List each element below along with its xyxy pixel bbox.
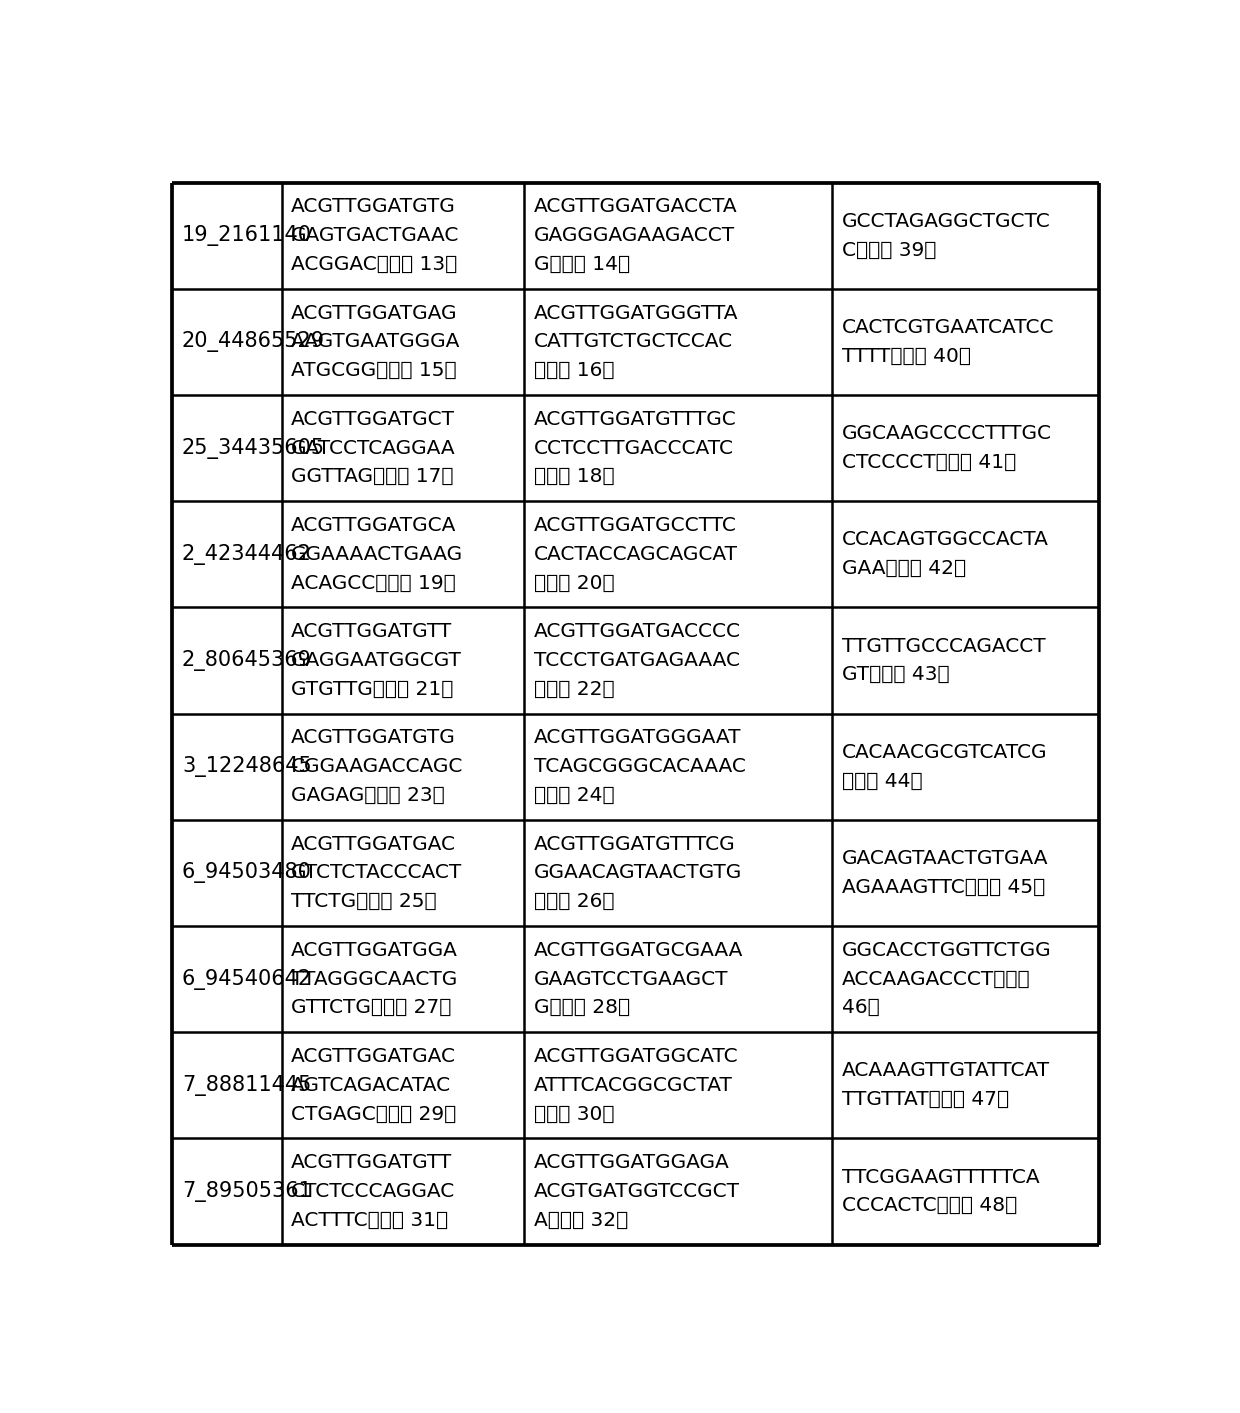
Text: ACGTTGGATGAG
AAGTGAATGGGA
ATGCGG（序列 15）: ACGTTGGATGAG AAGTGAATGGGA ATGCGG（序列 15） — [291, 304, 460, 380]
Text: GGCAAGCCCCTTTGC
CTCCCCT（序列 41）: GGCAAGCCCCTTTGC CTCCCCT（序列 41） — [842, 424, 1052, 472]
Text: ACGTTGGATGTTTGC
CCTCCTTGACCCATC
（序列 18）: ACGTTGGATGTTTGC CCTCCTTGACCCATC （序列 18） — [534, 410, 737, 486]
Text: 3_12248645: 3_12248645 — [182, 756, 311, 777]
Text: ACGTTGGATGCGAAA
GAAGTCCTGAAGCT
G（序列 28）: ACGTTGGATGCGAAA GAAGTCCTGAAGCT G（序列 28） — [534, 941, 743, 1017]
Text: ACGTTGGATGGA
TTAGGGCAACTG
GTTCTG（序列 27）: ACGTTGGATGGA TTAGGGCAACTG GTTCTG（序列 27） — [291, 941, 458, 1017]
Text: GACAGTAACTGTGAA
AGAAAGTTC（序列 45）: GACAGTAACTGTGAA AGAAAGTTC（序列 45） — [842, 849, 1048, 897]
Text: ACGTTGGATGGAGA
ACGTGATGGTCCGCT
A（序列 32）: ACGTTGGATGGAGA ACGTGATGGTCCGCT A（序列 32） — [534, 1153, 740, 1229]
Text: ACGTTGGATGAC
GTCTCTACCCACT
TTCTG（序列 25）: ACGTTGGATGAC GTCTCTACCCACT TTCTG（序列 25） — [291, 835, 463, 911]
Text: GGCACCTGGTTCTGG
ACCAAGACCCT（序列
46）: GGCACCTGGTTCTGG ACCAAGACCCT（序列 46） — [842, 941, 1052, 1017]
Text: 25_34435605: 25_34435605 — [182, 438, 325, 459]
Text: 7_88811445: 7_88811445 — [182, 1075, 311, 1095]
Text: CCACAGTGGCCACTA
GAA（序列 42）: CCACAGTGGCCACTA GAA（序列 42） — [842, 530, 1048, 578]
Text: 19_2161140: 19_2161140 — [182, 225, 312, 246]
Text: ACGTTGGATGCA
GGAAAACTGAAG
ACAGCC（序列 19）: ACGTTGGATGCA GGAAAACTGAAG ACAGCC（序列 19） — [291, 516, 464, 592]
Text: 6_94540642: 6_94540642 — [182, 968, 312, 989]
Text: 20_44865529: 20_44865529 — [182, 332, 325, 352]
Text: ACGTTGGATGTT
CTCTCCCAGGAC
ACTTTC（序列 31）: ACGTTGGATGTT CTCTCCCAGGAC ACTTTC（序列 31） — [291, 1153, 455, 1229]
Text: ACGTTGGATGTG
GAGTGACTGAAC
ACGGAC（序列 13）: ACGTTGGATGTG GAGTGACTGAAC ACGGAC（序列 13） — [291, 198, 460, 274]
Text: ACGTTGGATGACCTA
GAGGGAGAAGACCT
G（序列 14）: ACGTTGGATGACCTA GAGGGAGAAGACCT G（序列 14） — [534, 198, 738, 274]
Text: ACGTTGGATGTT
GAGGAATGGCGT
GTGTTG（序列 21）: ACGTTGGATGTT GAGGAATGGCGT GTGTTG（序列 21） — [291, 622, 463, 698]
Text: ACGTTGGATGGGTTA
CATTGTCTGCTCCAC
（序列 16）: ACGTTGGATGGGTTA CATTGTCTGCTCCAC （序列 16） — [534, 304, 739, 380]
Text: CACAACGCGTCATCG
（序列 44）: CACAACGCGTCATCG （序列 44） — [842, 743, 1047, 790]
Text: TTCGGAAGTTTTTCA
CCCACTC（序列 48）: TTCGGAAGTTTTTCA CCCACTC（序列 48） — [842, 1167, 1039, 1215]
Text: 6_94503480: 6_94503480 — [182, 862, 311, 883]
Text: 7_89505361: 7_89505361 — [182, 1181, 311, 1202]
Text: ACGTTGGATGTG
CGGAAGACCAGC
GAGAG（序列 23）: ACGTTGGATGTG CGGAAGACCAGC GAGAG（序列 23） — [291, 729, 464, 805]
Text: ACGTTGGATGTTTCG
GGAACAGTAACTGTG
（序列 26）: ACGTTGGATGTTTCG GGAACAGTAACTGTG （序列 26） — [534, 835, 743, 911]
Text: ACGTTGGATGAC
AGTCAGACATAC
CTGAGC（序列 29）: ACGTTGGATGAC AGTCAGACATAC CTGAGC（序列 29） — [291, 1047, 456, 1123]
Text: ACAAAGTTGTATTCAT
TTGTTAT（序列 47）: ACAAAGTTGTATTCAT TTGTTAT（序列 47） — [842, 1061, 1049, 1109]
Text: GCCTAGAGGCTGCTC
C（序列 39）: GCCTAGAGGCTGCTC C（序列 39） — [842, 212, 1050, 260]
Text: ACGTTGGATGACCCC
TCCCTGATGAGAAAC
（序列 22）: ACGTTGGATGACCCC TCCCTGATGAGAAAC （序列 22） — [534, 622, 742, 698]
Text: TTGTTGCCCAGACCT
GT（序列 43）: TTGTTGCCCAGACCT GT（序列 43） — [842, 637, 1045, 684]
Text: ACGTTGGATGCT
GATCCTCAGGAA
GGTTAG（序列 17）: ACGTTGGATGCT GATCCTCAGGAA GGTTAG（序列 17） — [291, 410, 456, 486]
Text: 2_80645369: 2_80645369 — [182, 650, 312, 671]
Text: ACGTTGGATGCCTTC
CACTACCAGCAGCAT
（序列 20）: ACGTTGGATGCCTTC CACTACCAGCAGCAT （序列 20） — [534, 516, 738, 592]
Text: 2_42344462: 2_42344462 — [182, 544, 311, 565]
Text: CACTCGTGAATCATCC
TTTT（序列 40）: CACTCGTGAATCATCC TTTT（序列 40） — [842, 318, 1054, 366]
Text: ACGTTGGATGGGAAT
TCAGCGGGCACAAAC
（序列 24）: ACGTTGGATGGGAAT TCAGCGGGCACAAAC （序列 24） — [534, 729, 745, 805]
Text: ACGTTGGATGGCATC
ATTTCACGGCGCTAT
（序列 30）: ACGTTGGATGGCATC ATTTCACGGCGCTAT （序列 30） — [534, 1047, 739, 1123]
